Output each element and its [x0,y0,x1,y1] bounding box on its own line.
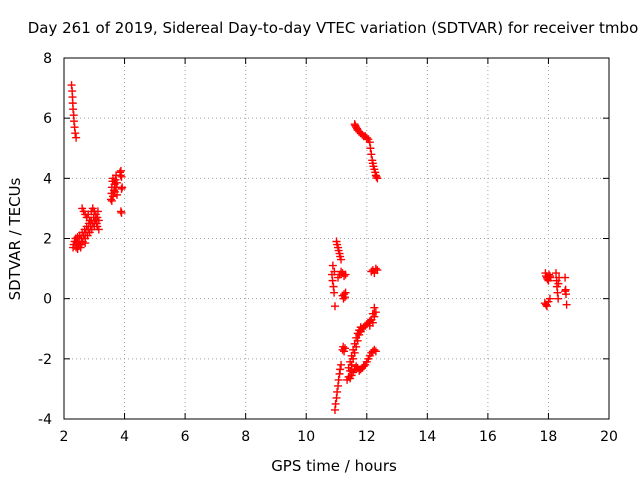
data-point [341,270,350,279]
data-point [333,387,342,396]
x-tick-label: 8 [241,429,250,445]
data-point [110,187,119,196]
x-tick-label: 6 [181,429,190,445]
x-tick-label: 20 [600,429,618,445]
data-point [562,300,571,309]
x-axis-title: GPS time / hours [271,457,397,475]
data-point [546,273,555,282]
data-point [330,288,339,297]
data-point [349,345,358,354]
data-point [367,150,376,159]
data-point [331,399,340,408]
data-point [112,178,121,187]
data-point [371,264,380,273]
data-point [370,345,379,354]
data-point [352,362,361,371]
data-point [339,342,348,351]
data-point [347,351,356,360]
data-point [90,207,99,216]
data-point [373,266,382,275]
y-tick-label: 2 [43,232,52,248]
data-point [117,208,126,217]
data-point [372,172,381,181]
data-point [336,365,345,374]
data-point [373,174,382,183]
data-point [341,288,350,297]
x-tick-label: 2 [60,429,69,445]
data-point [552,269,561,278]
y-tick-label: 6 [43,111,52,127]
y-tick-label: -4 [38,412,52,428]
data-point [359,362,368,371]
data-points [67,81,571,414]
data-point [371,308,380,317]
data-point [368,318,377,327]
data-point [328,261,337,270]
data-point [561,287,570,296]
data-point [334,375,343,384]
x-tick-label: 10 [297,429,315,445]
y-tick-label: 0 [43,292,52,308]
data-point [370,303,379,312]
data-point [337,360,346,369]
data-point [117,184,126,193]
data-point [107,196,116,205]
data-point [346,357,355,366]
x-tick-label: 12 [358,429,376,445]
data-point [356,323,365,332]
axes: 2 4 6 8 10 12 14 16 18 20 -4 -2 0 2 4 6 8 [38,51,618,445]
data-point [109,192,118,201]
data-point [94,225,103,234]
data-point [366,144,375,153]
data-point [542,302,551,311]
data-point [362,133,371,142]
data-point [117,172,126,181]
data-point [81,239,90,248]
data-point [337,267,346,276]
x-tick-label: 16 [479,429,497,445]
y-tick-label: 4 [43,171,52,187]
data-point [350,339,359,348]
data-point [561,273,570,282]
data-point [554,294,563,303]
data-point [371,347,380,356]
y-tick-label: -2 [38,352,52,368]
data-point [328,276,337,285]
data-point [76,243,85,252]
data-point [340,344,349,353]
data-point [352,333,361,342]
y-tick-label: 8 [43,51,52,67]
data-point [344,363,353,372]
data-point [72,133,81,142]
data-point [91,216,100,225]
data-point [554,279,563,288]
chart-title: Day 261 of 2019, Sidereal Day-to-day VTE… [28,19,639,37]
data-point [370,312,379,321]
y-axis-title: SDTVAR / TECUs [6,177,24,300]
data-point [330,302,339,311]
x-tick-label: 18 [540,429,558,445]
data-point [337,255,346,264]
data-point [71,129,80,138]
data-point [545,294,554,303]
x-tick-label: 4 [120,429,129,445]
data-point [340,272,349,281]
x-tick-label: 14 [418,429,436,445]
